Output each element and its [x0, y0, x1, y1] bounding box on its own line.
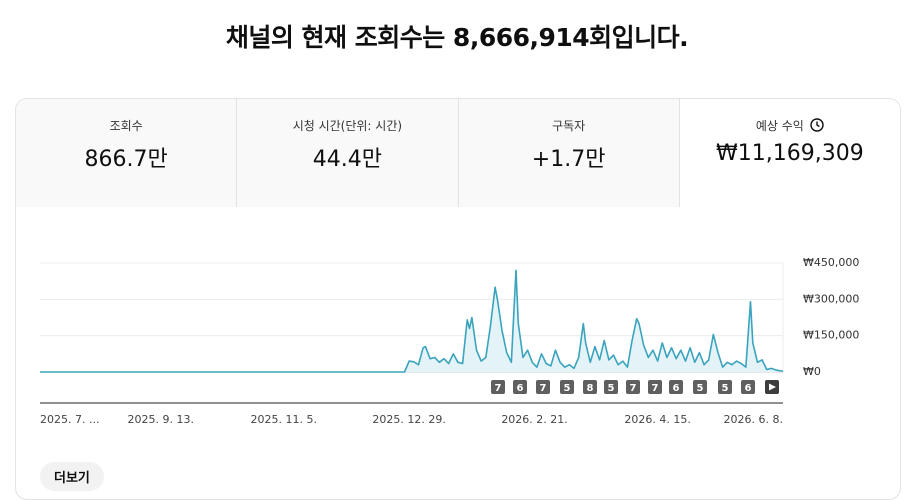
video-marker[interactable]: [741, 380, 755, 394]
video-marker[interactable]: [718, 380, 732, 394]
metric-label-row: 조회수: [16, 117, 236, 133]
video-marker[interactable]: [626, 380, 640, 394]
chart: ₩0 ₩150,000 ₩300,000 ₩450,000 7 6 7 5 8 5 7 7 6 5 5 6 20…: [40, 256, 859, 426]
y-tick-label: ₩450,000: [803, 256, 859, 269]
metric-label: 시청 시간(단위: 시간): [292, 118, 403, 133]
video-marker[interactable]: [583, 380, 597, 394]
x-tick-label: 2025. 7. ...: [40, 413, 99, 426]
revenue-area: [40, 270, 783, 372]
video-marker-count: 7: [652, 383, 659, 394]
y-tick-label: ₩300,000: [803, 292, 859, 305]
metric-label: 구독자: [552, 118, 586, 133]
video-marker[interactable]: [491, 380, 505, 394]
video-marker-count: 5: [608, 383, 615, 394]
metric-label: 예상 수익: [755, 118, 804, 133]
revenue-line: [40, 269, 784, 373]
x-tick-label: 2025. 9. 13.: [127, 413, 193, 426]
y-tick-label: ₩0: [803, 365, 821, 378]
x-tick-label: 2026. 2. 21.: [501, 413, 567, 426]
video-marker-count: 5: [697, 383, 704, 394]
video-marker[interactable]: [604, 380, 618, 394]
play-icon: [769, 383, 776, 391]
metric-tabs: 조회수 866.7만 시청 시간(단위: 시간) 44.4만 구독자 +1.7만 예상 수익…: [16, 99, 900, 207]
metric-tab[interactable]: 구독자 +1.7만: [458, 99, 680, 207]
x-tick-label: 2025. 11. 5.: [251, 413, 317, 426]
video-marker[interactable]: [536, 380, 550, 394]
video-marker-count: 6: [517, 383, 524, 394]
video-marker-count: 8: [587, 383, 594, 394]
video-marker-count: 7: [630, 383, 637, 394]
metric-value: +1.7만: [531, 147, 606, 172]
video-marker-count: 6: [745, 383, 752, 394]
x-tick-label: 2025. 12. 29.: [372, 413, 445, 426]
video-marker[interactable]: [560, 380, 574, 394]
metric-value: 44.4만: [312, 147, 382, 172]
video-marker[interactable]: [669, 380, 683, 394]
metric-tab[interactable]: 예상 수익 ₩11,169,309: [679, 99, 900, 207]
metric-value: 866.7만: [84, 147, 168, 172]
video-marker-count: 7: [540, 383, 547, 394]
metric-label-row: 시청 시간(단위: 시간): [237, 117, 457, 133]
y-tick-label: ₩150,000: [803, 329, 859, 342]
page: {"header": {"title": "채널의 현재 조회수는 8,666,…: [15, 23, 901, 500]
x-tick-label: 2026. 4. 15.: [624, 413, 690, 426]
video-marker-count: 5: [722, 383, 729, 394]
video-marker-count: 6: [673, 383, 680, 394]
video-marker[interactable]: [693, 380, 707, 394]
video-marker-count: 7: [495, 383, 502, 394]
metric-label-row: 구독자: [459, 117, 679, 133]
video-marker[interactable]: [648, 380, 662, 394]
video-marker[interactable]: [513, 380, 527, 394]
page-title: 채널의 현재 조회수는 8,666,914회입니다.: [225, 23, 689, 52]
metric-value: ₩11,169,309: [716, 141, 864, 166]
metric-label-row: 예상 수익: [680, 117, 900, 133]
metric-tab[interactable]: 조회수 866.7만: [16, 99, 238, 207]
clock-icon: [810, 118, 824, 132]
metric-tab[interactable]: 시청 시간(단위: 시간) 44.4만: [237, 99, 459, 207]
x-tick-label: 2026. 6. 8.: [724, 413, 783, 426]
video-marker-count: 5: [564, 383, 571, 394]
metric-label: 조회수: [109, 118, 143, 133]
